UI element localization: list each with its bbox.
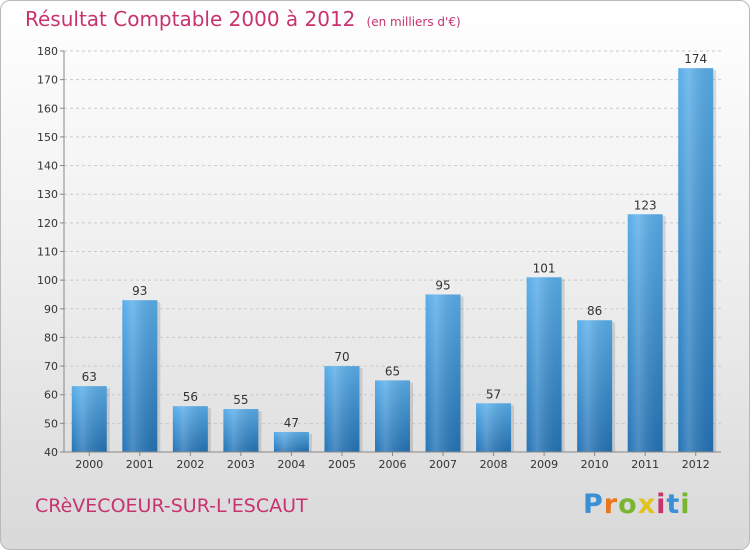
y-tick-label: 130	[37, 188, 58, 201]
data-label: 65	[385, 364, 400, 378]
data-label: 101	[533, 261, 556, 275]
bar-highlight	[627, 214, 663, 452]
x-tick-label: 2004	[277, 458, 305, 471]
brand-letter: t	[666, 489, 681, 520]
bar-chart: 405060708090100110120130140150160170180 …	[37, 45, 721, 471]
bar-highlight	[425, 294, 461, 452]
y-tick-label: 80	[44, 331, 58, 344]
data-label: 93	[132, 284, 147, 298]
x-tick-label: 2006	[379, 458, 407, 471]
x-tick-label: 2001	[126, 458, 154, 471]
data-label: 86	[587, 304, 602, 318]
y-axis: 40 50 60 70 80 90 100 110 120 130 140 150 160 170 180	[37, 45, 65, 459]
y-tick-label: 40	[44, 446, 58, 459]
brand-letter: x	[637, 489, 657, 520]
y-tick-label: 70	[44, 360, 58, 373]
chart-unit: (en milliers d'€)	[366, 15, 461, 29]
x-tick-label: 2002	[176, 458, 204, 471]
y-tick-label: 60	[44, 389, 58, 402]
data-label: 47	[284, 416, 299, 430]
data-label: 57	[486, 387, 501, 401]
data-label: 174	[684, 52, 707, 66]
y-tick-label: 170	[37, 74, 58, 87]
y-tick-label: 110	[37, 246, 58, 259]
bar-highlight	[172, 406, 208, 452]
x-tick-label: 2012	[682, 458, 710, 471]
data-label: 63	[82, 370, 97, 384]
x-tick-label: 2010	[581, 458, 609, 471]
x-tick-label: 2005	[328, 458, 356, 471]
y-tick-label: 160	[37, 102, 58, 115]
y-tick-label: 100	[37, 274, 58, 287]
x-tick-label: 2007	[429, 458, 457, 471]
y-tick-label: 50	[44, 417, 58, 430]
bar-highlight	[526, 277, 562, 452]
bar-highlight	[476, 403, 512, 452]
bars: 63 93 56 55 47 70 65 95 57 101 86 123 174	[71, 52, 717, 452]
x-tick-label: 2000	[75, 458, 103, 471]
data-label: 95	[435, 278, 450, 292]
chart-title: Résultat Comptable 2000 à 2012	[25, 7, 356, 31]
bar-highlight	[71, 386, 107, 452]
brand-letter: r	[603, 489, 619, 520]
x-tick-label: 2011	[631, 458, 659, 471]
y-tick-label: 180	[37, 45, 58, 58]
commune-name: CRèVECOEUR-SUR-L'ESCAUT	[35, 495, 308, 517]
brand-letter: P	[583, 489, 604, 520]
data-label: 56	[183, 390, 198, 404]
bar-highlight	[324, 366, 360, 452]
x-axis: 2000 2001 2002 2003 2004 2005 2006 2007 2008 2009…	[64, 451, 721, 471]
y-tick-label: 150	[37, 131, 58, 144]
x-tick-label: 2003	[227, 458, 255, 471]
data-label: 123	[634, 198, 657, 212]
data-label: 55	[233, 393, 248, 407]
x-tick-label: 2009	[530, 458, 558, 471]
brand-letter: i	[680, 489, 691, 520]
y-tick-label: 90	[44, 303, 58, 316]
title-block: Résultat Comptable 2000 à 2012 (en milli…	[25, 7, 461, 31]
y-tick-label: 120	[37, 217, 58, 230]
x-tick-label: 2008	[480, 458, 508, 471]
proxiti-logo[interactable]: Proxiti	[583, 489, 691, 520]
bar-highlight	[678, 68, 714, 452]
y-tick-label: 140	[37, 160, 58, 173]
data-label: 70	[334, 350, 349, 364]
brand-letter: i	[656, 489, 667, 520]
bar-highlight	[375, 380, 410, 452]
bar-highlight	[223, 409, 259, 452]
brand-letter: o	[618, 489, 638, 520]
bar-highlight	[122, 300, 158, 452]
bar-highlight	[273, 431, 309, 452]
bar-highlight	[577, 320, 613, 452]
